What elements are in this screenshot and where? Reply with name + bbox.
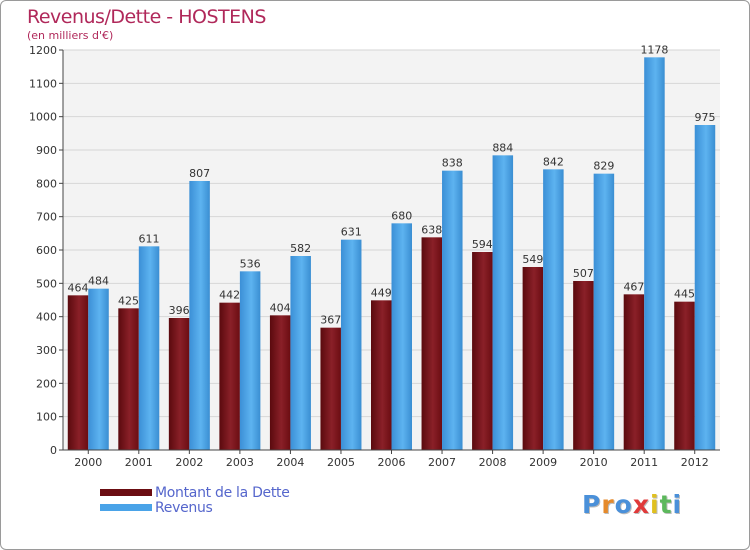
bar-revenus	[138, 246, 160, 450]
bar-dette	[623, 294, 645, 450]
data-label-dette: 396	[169, 304, 190, 317]
logo-letter: P	[582, 490, 602, 519]
x-tick-label: 2007	[428, 456, 456, 469]
legend-label-revenus: Revenus	[155, 500, 213, 516]
x-tick-label: 2010	[580, 456, 608, 469]
data-label-dette: 449	[371, 286, 392, 299]
logo-letter: i	[650, 490, 660, 519]
bar-revenus	[694, 125, 716, 450]
x-tick-label: 2008	[479, 456, 507, 469]
logo-letter: i	[672, 490, 683, 519]
data-label-revenus: 582	[290, 242, 311, 255]
bar-revenus	[88, 288, 109, 450]
bar-revenus	[290, 256, 311, 450]
bar-revenus	[189, 181, 210, 450]
bar-dette	[67, 295, 89, 450]
x-tick-label: 2000	[74, 456, 102, 469]
data-label-dette: 425	[118, 294, 139, 307]
data-label-revenus: 884	[492, 141, 513, 154]
data-label-revenus: 631	[341, 226, 362, 239]
y-tick-label: 600	[36, 244, 57, 257]
bar-dette	[573, 281, 594, 450]
legend-label-dette: Montant de la Dette	[155, 485, 290, 501]
data-label-revenus: 680	[391, 209, 412, 222]
data-label-dette: 404	[270, 301, 291, 314]
data-label-revenus: 611	[139, 232, 160, 245]
legend-swatch-revenus	[100, 504, 152, 511]
bar-revenus	[492, 155, 514, 451]
y-tick-label: 500	[36, 277, 57, 290]
bar-revenus	[442, 170, 463, 450]
y-tick-label: 300	[36, 344, 57, 357]
bar-dette	[168, 318, 190, 450]
logo-letter: r	[601, 490, 615, 519]
y-tick-label: 200	[36, 377, 57, 390]
data-label-revenus: 829	[593, 160, 614, 173]
y-tick-label: 1100	[29, 77, 57, 90]
data-label-revenus: 975	[694, 111, 715, 124]
data-label-dette: 594	[472, 238, 493, 251]
data-label-revenus: 842	[543, 155, 564, 168]
bar-dette	[371, 300, 392, 450]
data-label-revenus: 1178	[640, 43, 668, 56]
bar-dette	[269, 315, 291, 450]
bar-revenus	[340, 239, 362, 450]
chart-subtitle: (en milliers d'€)	[27, 29, 114, 42]
bar-dette	[219, 302, 240, 450]
data-label-dette: 442	[219, 289, 240, 302]
y-tick-label: 800	[36, 177, 57, 190]
chart-title: Revenus/Dette - HOSTENS	[27, 6, 266, 28]
bar-revenus	[391, 223, 412, 450]
data-label-dette: 464	[68, 281, 89, 294]
bar-revenus	[593, 173, 615, 450]
y-tick-label: 700	[36, 211, 57, 224]
bar-dette	[320, 327, 341, 450]
data-label-revenus: 484	[88, 275, 109, 288]
data-label-dette: 445	[674, 288, 695, 301]
logo-letter: t	[659, 490, 673, 519]
y-tick-label: 1000	[29, 111, 57, 124]
y-tick-label: 0	[50, 444, 57, 457]
data-label-dette: 549	[522, 253, 543, 266]
proxiti-logo: Proxiti	[582, 490, 682, 519]
data-label-revenus: 807	[189, 167, 210, 180]
bar-dette	[118, 308, 139, 450]
bar-revenus	[644, 57, 665, 450]
data-label-dette: 507	[573, 267, 594, 280]
bar-dette	[472, 252, 493, 450]
y-tick-label: 900	[36, 144, 57, 157]
x-tick-label: 2002	[175, 456, 203, 469]
data-label-revenus: 536	[240, 257, 261, 270]
x-tick-label: 2006	[378, 456, 406, 469]
bar-dette	[522, 267, 544, 450]
x-tick-label: 2005	[327, 456, 355, 469]
y-tick-label: 1200	[29, 44, 57, 57]
bar-revenus	[543, 169, 564, 451]
x-tick-label: 2004	[276, 456, 304, 469]
bar-dette	[674, 301, 695, 450]
x-tick-label: 2001	[125, 456, 153, 469]
bar-dette	[421, 237, 443, 450]
data-label-revenus: 838	[442, 157, 463, 170]
data-label-dette: 467	[623, 280, 644, 293]
data-label-dette: 367	[320, 314, 341, 327]
logo-letter: x	[632, 490, 650, 519]
x-tick-label: 2003	[226, 456, 254, 469]
x-tick-label: 2011	[630, 456, 658, 469]
bar-revenus	[239, 271, 261, 450]
legend-swatch-dette	[100, 489, 152, 496]
data-label-dette: 638	[421, 223, 442, 236]
x-tick-label: 2009	[529, 456, 557, 469]
logo-letter: o	[614, 490, 633, 519]
y-tick-label: 100	[36, 411, 57, 424]
y-tick-label: 400	[36, 311, 57, 324]
x-tick-label: 2012	[681, 456, 709, 469]
